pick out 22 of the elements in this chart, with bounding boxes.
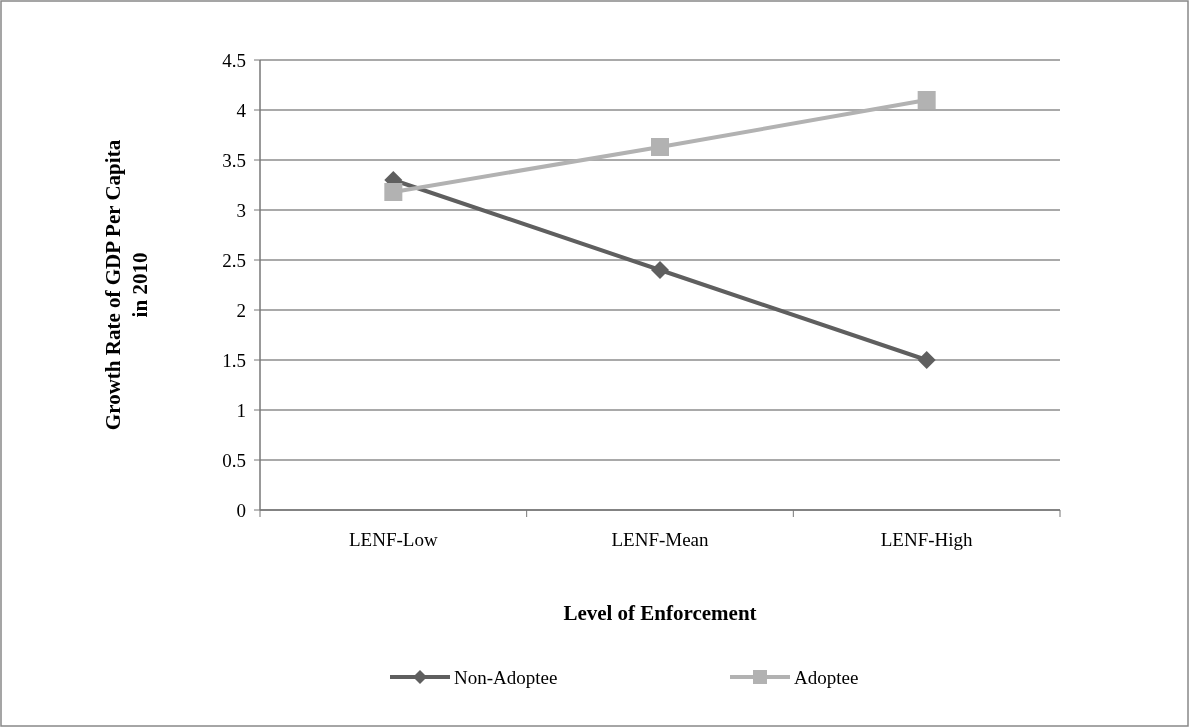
point	[917, 351, 936, 369]
y-tick-label: 0	[236, 499, 246, 521]
y-tick-label: 3	[236, 199, 246, 221]
y-tick-label: 2.5	[222, 249, 246, 271]
point	[651, 261, 669, 279]
y-tick-label: 0.5	[222, 449, 246, 471]
y-tick-label: 1	[236, 399, 246, 421]
y-axis-title: Growth Rate of GDP Per Capita in 2010	[101, 139, 152, 431]
y-tick-label: 4	[236, 99, 247, 121]
y-tick-label: 3.5	[222, 149, 246, 171]
x-tick-label: LENF-High	[880, 529, 974, 550]
point	[384, 183, 403, 201]
x-tick-label: LENF-Low	[349, 529, 438, 550]
y-tick-label: 4.5	[222, 49, 246, 71]
point	[917, 91, 936, 109]
y-tick-label: 2	[236, 299, 246, 321]
y-tick-label: 1.5	[222, 349, 246, 371]
point	[651, 138, 669, 156]
legend-label: Non-Adoptee	[454, 666, 558, 688]
x-axis-title: Level of Enforcement	[563, 601, 757, 625]
legend-label: Adoptee	[794, 666, 859, 688]
x-tick-label: LENF-Mean	[611, 529, 710, 550]
